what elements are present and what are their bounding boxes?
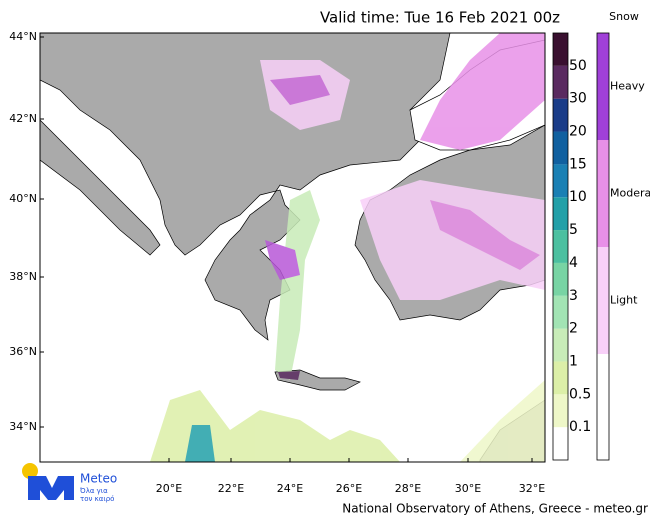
- snow-turkey-moderate: [430, 200, 540, 270]
- rain-level: 0.5: [569, 386, 591, 402]
- colorbar-frame: [552, 32, 569, 461]
- snow-title: Snow: [609, 10, 639, 23]
- lon-label: 28°E: [395, 482, 421, 495]
- precipitation: [150, 33, 545, 462]
- rain-level: 2: [569, 321, 578, 337]
- logo-tagline: Όλα για: [79, 487, 108, 495]
- lat-label: 36°N: [9, 345, 37, 358]
- rain-level: 5: [569, 222, 578, 238]
- logo: Meteo Όλα για τον καιρό: [22, 463, 117, 503]
- snow-crete: [278, 371, 300, 380]
- snow-colorbar: Light Moderate Heavy: [596, 32, 650, 461]
- color-step: [553, 427, 568, 460]
- lon-label: 26°E: [336, 482, 362, 495]
- logo-name: Meteo: [80, 472, 117, 486]
- color-step: [553, 98, 568, 132]
- snow-balkans-heavy: [270, 75, 330, 105]
- lat-label: 42°N: [9, 112, 37, 125]
- rain-level: 3: [569, 288, 578, 304]
- snow-step: [597, 140, 609, 247]
- snow-step: [597, 33, 609, 140]
- snow-level: Heavy: [610, 80, 645, 93]
- lon-label: 20°E: [156, 482, 182, 495]
- color-step: [553, 65, 568, 99]
- logo-tagline: τον καιρό: [80, 495, 114, 503]
- snow-level: Moderate: [610, 187, 650, 200]
- lon-label: 24°E: [277, 482, 303, 495]
- lat-label: 44°N: [9, 30, 37, 43]
- color-step: [553, 394, 568, 428]
- rain-colorbar: 0.1 0.5 1 2 3 4 5 10 15 20 30 50: [552, 32, 591, 461]
- lon-label: 22°E: [218, 482, 244, 495]
- rain-level: 50: [569, 58, 587, 74]
- snow-step: [597, 354, 609, 460]
- snow-turkey: [360, 180, 545, 300]
- rain-east: [460, 380, 545, 462]
- snow-level: Light: [610, 294, 638, 307]
- map-frame: [39, 32, 546, 463]
- rain-level: 15: [569, 156, 587, 172]
- rain-level: 10: [569, 189, 587, 205]
- rain-level: 20: [569, 124, 587, 140]
- logo-mark: [28, 476, 74, 500]
- lon-label: 32°E: [519, 482, 545, 495]
- color-step: [553, 131, 568, 165]
- color-step: [553, 361, 568, 395]
- rain-level: 0.1: [569, 419, 591, 435]
- logo-sun: [22, 463, 38, 479]
- color-step: [553, 197, 568, 231]
- color-step: [553, 295, 568, 329]
- rain-level: 30: [569, 91, 587, 107]
- land-balkans: [40, 33, 451, 341]
- snow-blacksea: [420, 33, 545, 150]
- land-italy: [40, 119, 161, 256]
- rain-band: [275, 190, 320, 380]
- lat-label: 38°N: [9, 270, 37, 283]
- rain-level: 4: [569, 255, 578, 271]
- rain-heavy: [185, 425, 215, 462]
- snow-peloponnese: [265, 240, 300, 280]
- lat-label: 40°N: [9, 192, 37, 205]
- color-step: [553, 262, 568, 296]
- color-step: [553, 230, 568, 263]
- color-step: [553, 33, 568, 66]
- color-step: [553, 164, 568, 198]
- color-step: [553, 328, 568, 362]
- map-area: [40, 33, 545, 462]
- footer: National Observatory of Athens, Greece -…: [342, 502, 648, 516]
- title: Valid time: Tue 16 Feb 2021 00z: [320, 9, 560, 27]
- lat-label: 34°N: [9, 420, 37, 433]
- rain-level: 1: [569, 353, 578, 369]
- lon-label: 30°E: [455, 482, 481, 495]
- colorbar-frame: [596, 32, 610, 461]
- axis-labels: 44°N 42°N 40°N 38°N 36°N 34°N 20°E 22°E 24°E 26°E…: [9, 30, 545, 495]
- snow-step: [597, 247, 609, 354]
